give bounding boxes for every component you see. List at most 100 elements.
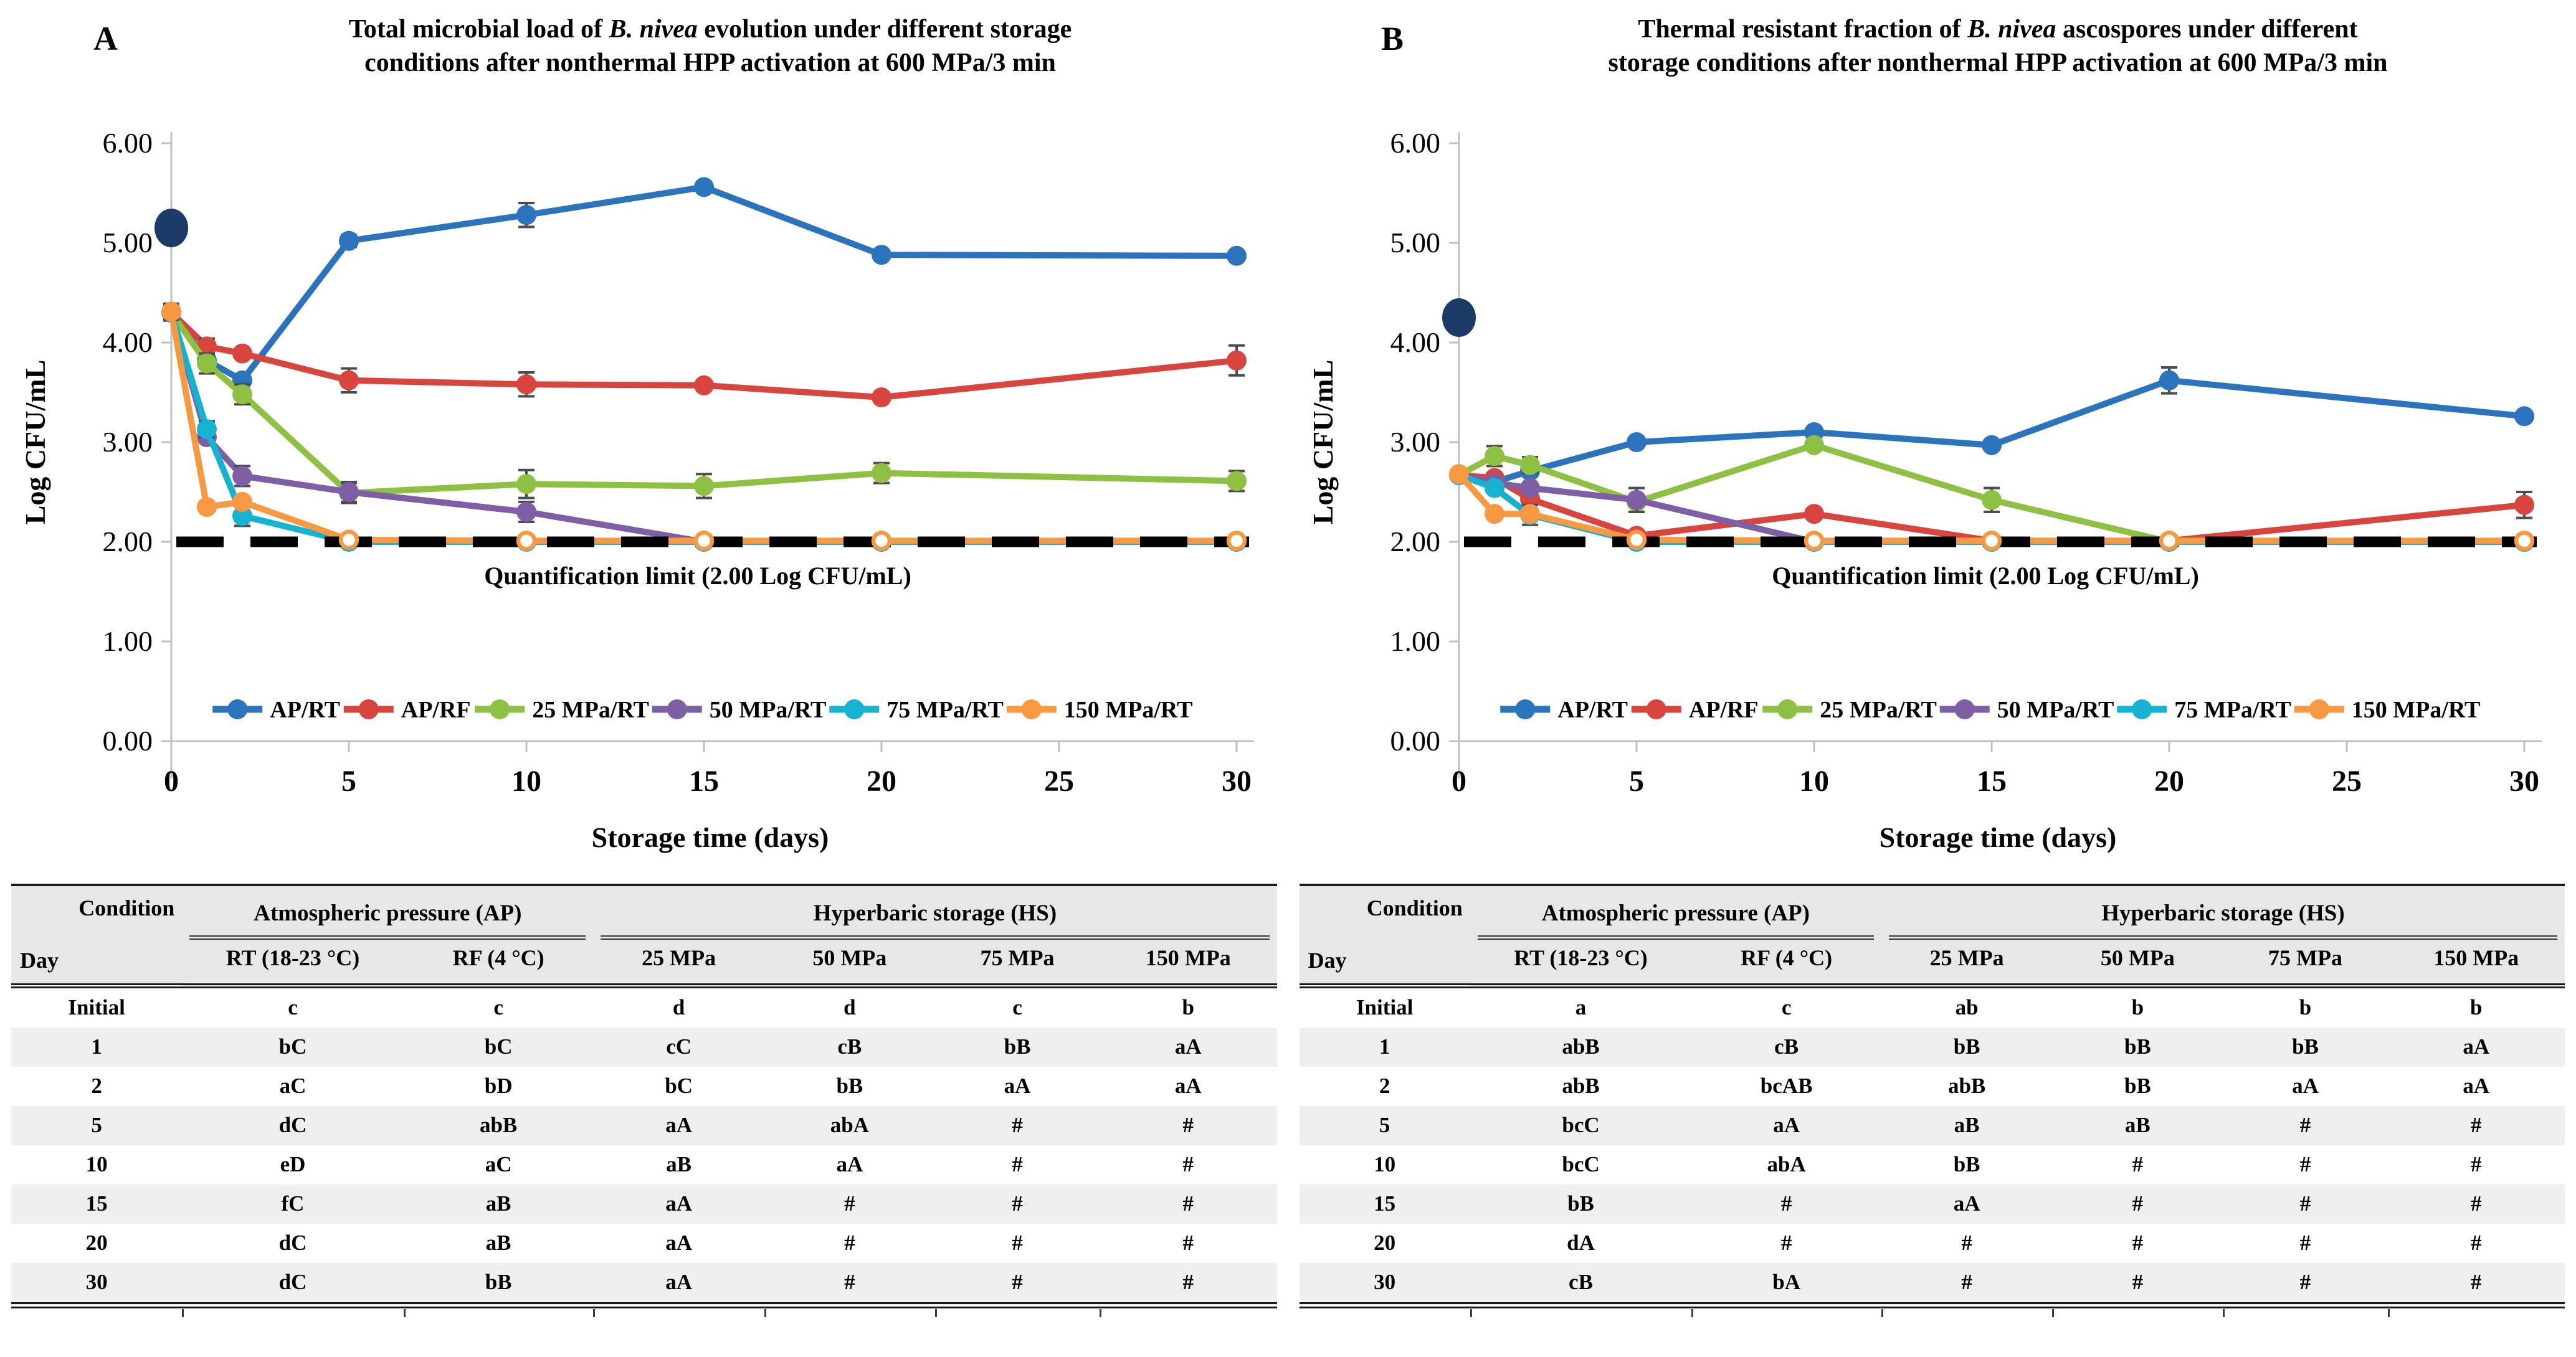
legend-item-AP/RT: AP/RT xyxy=(212,697,340,723)
data-point-50 MPa/RT xyxy=(232,466,252,486)
stat-cell: aB xyxy=(1954,1113,1980,1137)
table-row: Initial c c d d c b xyxy=(11,986,1277,1028)
x-tick-label: 25 xyxy=(1044,765,1074,798)
stat-cell: abA xyxy=(830,1113,869,1137)
column-header: 150 MPa xyxy=(1100,940,1277,988)
stat-cell: eD xyxy=(280,1152,306,1176)
group-header-label: Hyperbaric storage (HS) xyxy=(1888,896,2557,940)
panel-letter: B xyxy=(1381,20,1404,57)
legend-marker xyxy=(490,699,510,719)
y-tick-label: 2.00 xyxy=(1390,526,1441,557)
table-row: 15 fC aB aA # # # xyxy=(11,1184,1277,1224)
data-point-50 MPa/RT xyxy=(516,502,536,522)
stat-cell: b xyxy=(2299,995,2312,1019)
stat-cell: # xyxy=(1012,1191,1023,1216)
day-cell: 30 xyxy=(11,1263,183,1308)
stat-cell: b xyxy=(1182,995,1195,1019)
series-line-25 MPa/RT xyxy=(168,311,1237,496)
title-segment: Total microbial load of xyxy=(349,15,609,44)
stat-cell: # xyxy=(2223,1263,2388,1308)
stat-cell: # xyxy=(2299,1113,2311,1137)
stat-cell: # xyxy=(844,1191,855,1216)
data-point-25 MPa/RT xyxy=(232,384,252,405)
stat-cell: abB xyxy=(1562,1074,1600,1098)
day-cell: 20 xyxy=(85,1231,108,1255)
group-header-label: Atmospheric pressure (AP) xyxy=(189,896,586,940)
stat-cell: # xyxy=(1182,1231,1194,1255)
table-row: 5 bcC aA aB aB # # xyxy=(1299,1106,2565,1145)
data-point-AP/RT xyxy=(1627,432,1647,452)
y-tick-label: 1.00 xyxy=(1390,625,1441,657)
table-bottom-ticks xyxy=(11,1308,1277,1318)
stat-table-B: Condition Day Atmospheric pressure (AP) Hyp… xyxy=(1299,884,2565,1318)
stat-cell: # xyxy=(2471,1152,2482,1176)
stat-cell: cB xyxy=(1470,1263,1692,1308)
data-point-25 MPa/RT xyxy=(694,476,714,496)
corner-label-condition: Condition xyxy=(78,896,175,920)
table-row: 20 dA # # # # # xyxy=(1300,1224,2565,1263)
tick-mark xyxy=(2223,1309,2225,1317)
chart-title-line: Thermal resistant fraction of B. nivea a… xyxy=(1638,15,2357,44)
column-header: 75 MPa xyxy=(934,940,1100,988)
stat-cell: aA xyxy=(836,1152,863,1176)
day-cell: 15 xyxy=(85,1191,108,1216)
data-point-AP/RT xyxy=(339,230,359,251)
stat-cell: cB xyxy=(837,1034,862,1059)
legend-label: 25 MPa/RT xyxy=(532,697,649,723)
x-tick-label: 15 xyxy=(689,765,719,798)
legend-item-25 MPa/RT: 25 MPa/RT xyxy=(1762,697,1937,723)
legend-label: 50 MPa/RT xyxy=(710,697,827,723)
data-point-50 MPa/RT xyxy=(1520,478,1540,498)
corner-cell: Condition Day xyxy=(1299,885,1470,988)
data-point-open-150 MPa/RT xyxy=(338,529,359,551)
day-cell: 20 xyxy=(1374,1231,1396,1255)
legend-label: 150 MPa/RT xyxy=(2352,697,2481,723)
tick-mark xyxy=(934,1309,937,1317)
column-header: 50 MPa xyxy=(764,940,935,988)
data-point-open-150 MPa/RT xyxy=(1981,531,2002,551)
y-tick-label: 5.00 xyxy=(103,227,153,258)
legend-label: AP/RT xyxy=(1557,697,1628,723)
legend-item-25 MPa/RT: 25 MPa/RT xyxy=(475,697,649,723)
stat-cell: # xyxy=(2299,1191,2311,1216)
data-point-AP/RT xyxy=(2159,370,2179,390)
x-tick-label: 10 xyxy=(1799,765,1829,798)
x-tick-label: 0 xyxy=(1452,765,1466,798)
x-tick-label: 20 xyxy=(2154,765,2184,798)
table-row: 30 cB bA # # # # xyxy=(1299,1263,2565,1308)
data-point-25 MPa/RT xyxy=(1520,455,1540,475)
legend-label: 75 MPa/RT xyxy=(2174,697,2291,723)
legend-label: 25 MPa/RT xyxy=(1820,697,1937,723)
stat-cell: # xyxy=(1012,1231,1023,1255)
corner-label-day: Day xyxy=(20,948,59,973)
stat-cell: bB xyxy=(836,1074,863,1098)
x-axis-title: Storage time (days) xyxy=(1880,821,2117,853)
column-header: RT (18-23 °C) xyxy=(1470,940,1692,988)
tick-mark xyxy=(764,1309,766,1317)
x-tick-label: 5 xyxy=(1629,765,1644,798)
stat-cell: c xyxy=(1012,995,1022,1019)
data-point-AP/RT xyxy=(872,245,891,265)
data-point-open-150 MPa/RT xyxy=(1626,529,1647,551)
x-tick-label: 0 xyxy=(164,765,179,798)
day-cell: 2 xyxy=(1379,1074,1390,1098)
data-point-AP/RF xyxy=(232,343,252,364)
stat-cell: c xyxy=(1781,995,1792,1019)
y-tick-label: 5.00 xyxy=(1390,227,1441,258)
stat-cell: # xyxy=(2132,1152,2144,1176)
y-tick-label: 3.00 xyxy=(1390,426,1441,458)
stat-cell: abA xyxy=(1767,1152,1806,1176)
legend-label: AP/RF xyxy=(401,697,471,723)
stat-cell: aB xyxy=(2124,1113,2151,1137)
stat-cell: # xyxy=(2471,1231,2482,1255)
chart-panel-A: A Total microbial load of B. nivea evolut… xyxy=(19,15,1254,853)
stat-cell: bcC xyxy=(1562,1113,1600,1137)
stat-cell: # xyxy=(2299,1152,2311,1176)
stat-cell: bC xyxy=(278,1034,307,1059)
x-tick-label: 5 xyxy=(341,765,356,798)
data-point-AP/RT xyxy=(1227,245,1247,266)
legend-item-AP/RT: AP/RT xyxy=(1500,697,1628,723)
corner-label-condition: Condition xyxy=(1366,896,1463,920)
data-point-AP/RT xyxy=(516,205,536,225)
legend-item-50 MPa/RT: 50 MPa/RT xyxy=(1939,697,2114,723)
